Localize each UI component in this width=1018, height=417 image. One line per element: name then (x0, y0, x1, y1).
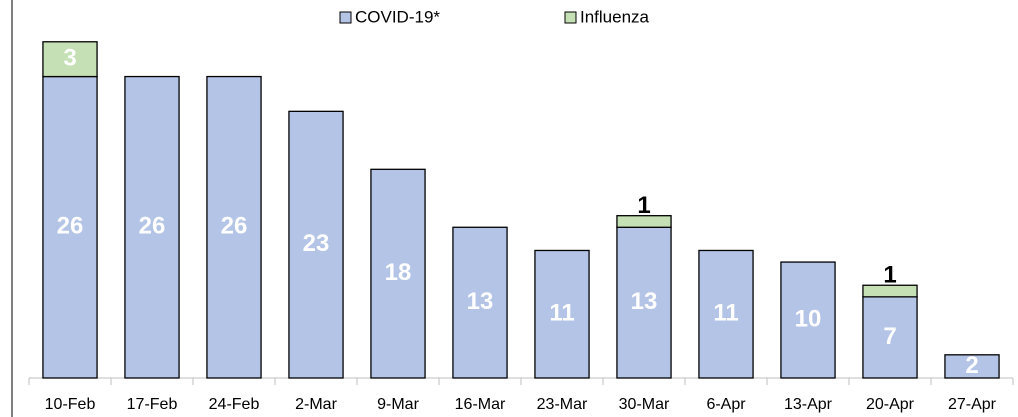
x-tick-label: 23-Mar (537, 396, 588, 413)
data-label: 13 (631, 288, 658, 315)
x-tick-label: 10-Feb (45, 396, 96, 413)
bar-segment (206, 75, 262, 379)
x-tick-label: 2-Mar (295, 396, 337, 413)
data-label: 26 (221, 213, 248, 240)
data-label: 1 (883, 262, 896, 289)
bar-segment (862, 284, 918, 298)
data-label: 2 (965, 352, 978, 379)
x-tick-label: 13-Apr (784, 396, 833, 413)
bar-segment (780, 261, 836, 379)
bar-segment (42, 41, 98, 78)
data-label: 18 (385, 259, 412, 286)
x-tick-label: 27-Apr (948, 396, 997, 413)
data-label: 7 (883, 323, 896, 350)
bar-segment (616, 226, 672, 379)
x-tick-label: 17-Feb (127, 396, 178, 413)
x-tick-label: 16-Mar (455, 396, 506, 413)
bar-segment (124, 75, 180, 379)
data-label: 11 (713, 300, 738, 327)
data-label: 1 (637, 192, 650, 219)
bar-segment (534, 249, 590, 379)
x-tick-label: 6-Apr (706, 396, 746, 413)
data-label: 10 (795, 305, 822, 332)
bar-segment (944, 354, 1000, 379)
bar-segment (698, 249, 754, 379)
x-tick-label: 9-Mar (377, 396, 419, 413)
bar-segment (370, 168, 426, 379)
bar-segment (452, 226, 508, 379)
data-label: 26 (57, 213, 84, 240)
data-label: 13 (467, 288, 494, 315)
x-tick-label: 30-Mar (619, 396, 670, 413)
legend-label: COVID-19* (355, 7, 440, 26)
legend-label: Influenza (580, 7, 650, 26)
bar-segment (288, 110, 344, 379)
x-tick-label: 24-Feb (209, 396, 260, 413)
bar-segment (616, 215, 672, 228)
legend-swatch (564, 11, 577, 24)
data-label: 11 (549, 300, 574, 327)
data-label: 26 (139, 213, 166, 240)
data-label: 3 (63, 45, 76, 72)
data-label: 23 (303, 230, 330, 257)
legend-swatch (339, 11, 352, 24)
x-tick-label: 20-Apr (866, 396, 915, 413)
